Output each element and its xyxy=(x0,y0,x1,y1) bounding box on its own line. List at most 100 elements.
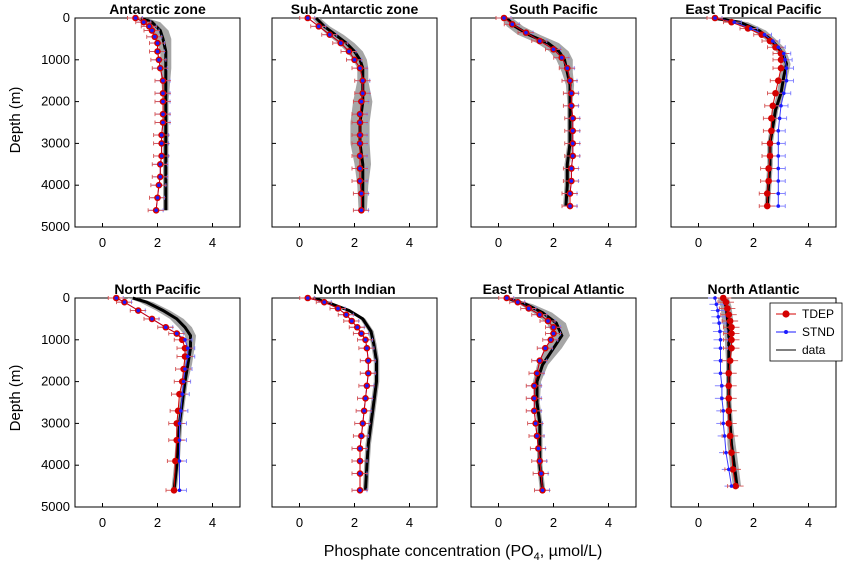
stnd-point xyxy=(147,24,152,29)
panel-east-tropical-atlantic: East Tropical Atlantic 0 2 4 xyxy=(470,281,637,530)
tdep-point xyxy=(173,436,181,444)
stnd-point xyxy=(122,300,127,304)
stnd-point xyxy=(161,91,165,96)
tdep-point xyxy=(768,127,775,135)
y-tick-label: 4000 xyxy=(41,177,70,192)
tdep-point xyxy=(725,395,733,402)
stnd-point xyxy=(161,112,165,116)
y-tick-label: 0 xyxy=(63,290,70,305)
panel-sub-antarctic-zone: Sub-Antarctic zone 0 2 4 xyxy=(271,1,438,250)
stnd-point xyxy=(177,488,182,493)
stnd-point xyxy=(174,331,179,336)
x-tick-label: 4 xyxy=(209,235,216,250)
stnd-point xyxy=(359,434,364,438)
stnd-point xyxy=(322,300,327,304)
stnd-point xyxy=(181,379,186,384)
stnd-point xyxy=(777,116,782,121)
y-tick-label: 3000 xyxy=(41,135,70,150)
x-tick-label: 0 xyxy=(99,515,106,530)
stnd-point xyxy=(159,133,164,137)
stnd-point xyxy=(360,91,365,96)
series-data-line-north-indian xyxy=(312,296,378,491)
tdep-point xyxy=(772,89,779,97)
stnd-point xyxy=(155,41,160,45)
legend-data-label: data xyxy=(802,343,826,357)
stnd-point xyxy=(114,296,119,300)
stnd-point xyxy=(718,329,722,334)
stnd-point xyxy=(770,39,775,43)
stnd-point xyxy=(515,300,520,304)
stnd-point xyxy=(776,204,781,208)
stnd-point xyxy=(154,208,158,213)
tdep-point xyxy=(170,486,178,494)
stnd-point xyxy=(358,179,362,183)
stnd-point xyxy=(715,308,720,313)
stnd-point xyxy=(355,325,360,330)
stnd-point xyxy=(537,312,542,317)
x-tick-label: 4 xyxy=(209,515,216,530)
stnd-point xyxy=(157,183,161,187)
stnd-point xyxy=(716,315,721,319)
x-axis-label-tail: , µmol/L) xyxy=(540,543,603,560)
stnd-point xyxy=(568,191,572,196)
tdep-point xyxy=(777,64,785,72)
panel-north-indian: North Indian 0 2 4 xyxy=(271,281,438,530)
tdep-point xyxy=(765,177,772,185)
x-tick-label: 0 xyxy=(99,235,106,250)
stnd-point xyxy=(776,179,781,183)
panel-south-pacific: South Pacific 0 2 4 xyxy=(470,1,637,250)
y-tick-label: 1000 xyxy=(41,332,70,347)
stnd-point xyxy=(722,434,727,438)
stnd-point xyxy=(776,45,781,50)
stnd-point xyxy=(535,371,539,376)
stnd-point xyxy=(161,99,165,104)
tdep-point xyxy=(777,56,785,64)
y-tick-label: 0 xyxy=(63,10,70,25)
stnd-point xyxy=(363,338,368,342)
stnd-point xyxy=(360,421,365,426)
stnd-point xyxy=(136,308,141,313)
stnd-point xyxy=(713,296,717,300)
stnd-point xyxy=(532,383,537,388)
chart-title-antarctic-zone: Antarctic zone xyxy=(109,1,206,17)
tdep-point xyxy=(758,31,766,39)
x-tick-label: 4 xyxy=(805,235,812,250)
tdep-point xyxy=(765,165,772,172)
tdep-point xyxy=(725,382,733,390)
legend-box xyxy=(769,302,843,362)
tdep-point xyxy=(774,77,782,84)
x-tick-label: 2 xyxy=(750,235,757,250)
y-tick-label: 5000 xyxy=(41,219,70,234)
stnd-point xyxy=(183,367,187,371)
stnd-point xyxy=(504,296,509,300)
stnd-point xyxy=(714,302,719,307)
panel-antarctic-zone: Antarctic zone 0 2 4 0 1000 2000 3000 4000 5000 xyxy=(41,1,241,250)
stnd-point xyxy=(720,396,724,401)
x-tick-label: 2 xyxy=(550,515,557,530)
tdep-point xyxy=(726,317,734,325)
stnd-point xyxy=(779,103,783,108)
x-axis-label: Phosphate concentration (PO4, µmol/L) xyxy=(324,543,603,563)
x-axis-label-main: Phosphate concentration (PO xyxy=(324,543,534,560)
stnd-point xyxy=(161,78,165,83)
stnd-point xyxy=(358,154,362,158)
stnd-point xyxy=(784,66,789,70)
stnd-point xyxy=(551,325,556,330)
tdep-point xyxy=(176,390,183,398)
tdep-point xyxy=(726,432,734,440)
stnd-point xyxy=(526,306,531,311)
tdep-point xyxy=(725,420,733,427)
tdep-point xyxy=(724,305,731,312)
stnd-point xyxy=(510,22,515,27)
legend-tdep-marker xyxy=(782,310,790,318)
x-tick-label: 0 xyxy=(695,515,702,530)
plot-frame-north-atlantic xyxy=(670,297,837,508)
stnd-point xyxy=(748,26,753,31)
stnd-point xyxy=(570,141,575,146)
tdep-point xyxy=(174,407,182,415)
x-tick-label: 2 xyxy=(750,515,757,530)
y-axis-label-top: Depth (m) xyxy=(7,87,24,154)
chart-title-north-indian: North Indian xyxy=(313,281,395,297)
x-tick-label: 4 xyxy=(406,515,413,530)
stnd-point xyxy=(540,488,545,493)
